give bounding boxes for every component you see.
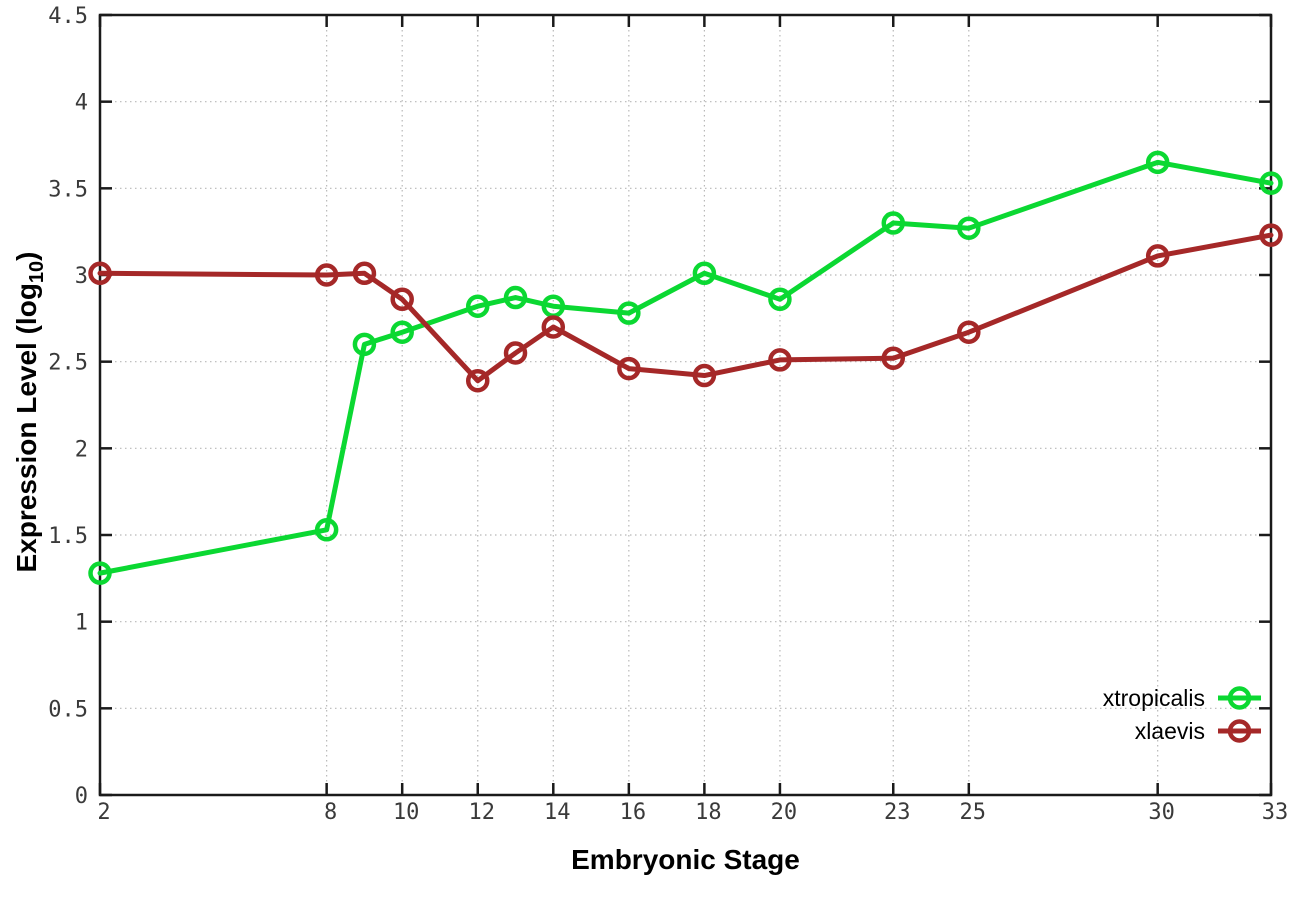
data-point-xtropicalis-stage-25 <box>957 216 981 240</box>
data-point-xlaevis-stage-9 <box>352 261 377 286</box>
data-point-xtropicalis-stage-16 <box>617 301 641 325</box>
legend-entry-xtropicalis: xtropicalis <box>1103 685 1261 711</box>
series-line-xtropicalis <box>97 159 1274 576</box>
data-point-xlaevis-stage-10 <box>390 287 414 312</box>
legend-label-xlaevis: xlaevis <box>1135 718 1205 744</box>
x-tick-label: 14 <box>544 800 571 825</box>
y-tick-label: 1 <box>75 611 88 636</box>
y-tick-label: 3.5 <box>48 177 88 202</box>
data-point-xlaevis-stage-14 <box>541 315 566 339</box>
x-tick-label: 18 <box>695 800 722 825</box>
x-tick-label: 16 <box>620 800 647 825</box>
x-tick-label: 20 <box>771 800 798 825</box>
x-axis-title: Embryonic Stage <box>571 844 800 875</box>
data-point-xlaevis-stage-8 <box>314 263 339 287</box>
x-tick-label: 10 <box>393 800 420 825</box>
data-point-xtropicalis-stage-12 <box>465 294 490 318</box>
data-point-xlaevis-stage-33 <box>1259 223 1283 247</box>
y-axis-title: Expression Level (log10) <box>11 252 48 573</box>
data-point-xtropicalis-stage-9 <box>352 332 377 357</box>
data-point-xtropicalis-stage-33 <box>1259 171 1283 195</box>
data-point-xlaevis-stage-23 <box>881 346 906 370</box>
data-point-xlaevis-stage-25 <box>957 320 981 344</box>
data-point-xtropicalis-stage-30 <box>1145 150 1170 175</box>
data-point-xlaevis-stage-12 <box>465 368 490 393</box>
data-point-xlaevis-stage-2 <box>88 261 112 286</box>
y-tick-label: 0.5 <box>48 697 88 722</box>
y-tick-label: 1.5 <box>48 524 88 549</box>
data-point-xtropicalis-stage-8 <box>314 518 339 542</box>
legend-sample-marker-xlaevis <box>1227 719 1252 743</box>
y-tick-label: 3 <box>75 264 88 289</box>
data-point-xtropicalis-stage-18 <box>692 261 717 286</box>
x-tick-label: 33 <box>1262 800 1289 825</box>
x-tick-label: 30 <box>1148 800 1175 825</box>
y-tick-label: 0 <box>75 784 88 809</box>
data-point-xtropicalis-stage-10 <box>390 320 414 344</box>
legend-label-xtropicalis: xtropicalis <box>1103 685 1205 711</box>
legend-entry-xlaevis: xlaevis <box>1135 718 1261 744</box>
y-tick-label: 4 <box>75 91 88 116</box>
data-point-xlaevis-stage-30 <box>1145 244 1170 268</box>
data-point-xtropicalis-stage-13 <box>503 285 528 310</box>
data-point-xlaevis-stage-20 <box>768 348 792 372</box>
y-tick-label: 4.5 <box>48 4 88 29</box>
x-tick-label: 2 <box>97 800 110 825</box>
x-tick-label: 12 <box>468 800 495 825</box>
data-point-xtropicalis-stage-2 <box>88 561 112 585</box>
y-tick-label: 2.5 <box>48 351 88 376</box>
x-tick-label: 8 <box>324 800 337 825</box>
x-tick-label: 23 <box>884 800 911 825</box>
y-tick-label: 2 <box>75 437 88 462</box>
data-point-xlaevis-stage-13 <box>503 341 528 365</box>
data-point-xtropicalis-stage-23 <box>881 211 906 235</box>
data-point-xlaevis-stage-18 <box>692 363 717 388</box>
plot-border <box>98 13 1273 797</box>
legend-sample-marker-xtropicalis <box>1227 686 1252 710</box>
x-tick-label: 25 <box>960 800 987 825</box>
data-point-xtropicalis-stage-20 <box>768 287 792 312</box>
data-point-xlaevis-stage-16 <box>617 356 641 381</box>
